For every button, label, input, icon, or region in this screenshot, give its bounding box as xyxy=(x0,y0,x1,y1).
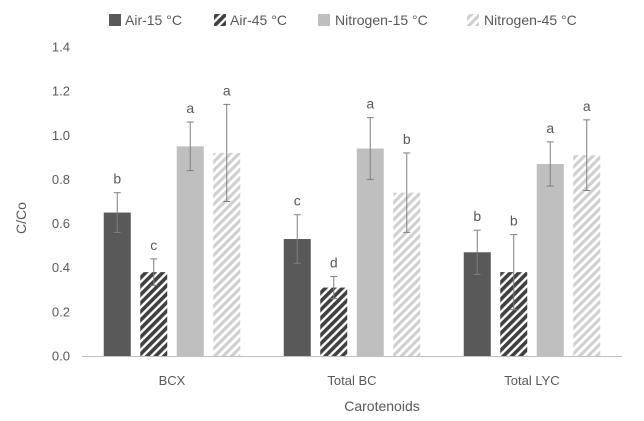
legend-label: Air-15 °C xyxy=(125,12,182,28)
significance-label: b xyxy=(510,213,518,229)
legend-label: Nitrogen-15 °C xyxy=(335,12,428,28)
significance-label: a xyxy=(223,82,231,98)
y-tick-label: 0.4 xyxy=(52,260,70,275)
bar xyxy=(356,148,384,356)
significance-label: a xyxy=(583,98,591,114)
significance-label: c xyxy=(150,237,157,253)
significance-label: a xyxy=(186,100,194,116)
significance-label: b xyxy=(473,208,481,224)
bar xyxy=(176,146,204,356)
significance-label: c xyxy=(294,193,301,209)
y-tick-label: 1.2 xyxy=(52,84,70,99)
legend-label: Air-45 °C xyxy=(230,12,287,28)
y-tick-label: 0.0 xyxy=(52,349,70,364)
y-axis-title: C/Co xyxy=(13,202,29,234)
x-tick-label: Total BC xyxy=(327,373,376,388)
x-axis: BCX Total BC Total LYC xyxy=(82,356,622,388)
y-axis: 0.0 0.2 0.4 0.6 0.8 1.0 1.2 1.4 xyxy=(52,40,70,364)
bars-group: b c a a c d a b b b a a xyxy=(103,82,601,356)
legend-swatch xyxy=(109,14,121,26)
significance-label: a xyxy=(546,120,554,136)
x-tick-label: Total LYC xyxy=(504,373,559,388)
significance-label: d xyxy=(330,255,338,271)
bar xyxy=(536,163,564,356)
significance-label: b xyxy=(113,171,121,187)
legend-swatch xyxy=(318,14,330,26)
legend-swatch xyxy=(214,14,226,26)
x-tick-label: BCX xyxy=(159,373,186,388)
y-tick-label: 1.4 xyxy=(52,40,70,55)
legend: Air-15 °C Air-45 °C Nitrogen-15 °C Nitrogen… xyxy=(109,12,577,28)
legend-label: Nitrogen-45 °C xyxy=(484,12,577,28)
y-tick-label: 1.0 xyxy=(52,128,70,143)
legend-swatch xyxy=(467,14,479,26)
x-axis-title: Carotenoids xyxy=(344,398,420,414)
y-tick-label: 0.6 xyxy=(52,216,70,231)
bar xyxy=(140,272,168,356)
significance-label: b xyxy=(403,131,411,147)
y-tick-label: 0.8 xyxy=(52,172,70,187)
bar xyxy=(103,212,131,356)
significance-label: a xyxy=(366,96,374,112)
y-tick-label: 0.2 xyxy=(52,304,70,319)
